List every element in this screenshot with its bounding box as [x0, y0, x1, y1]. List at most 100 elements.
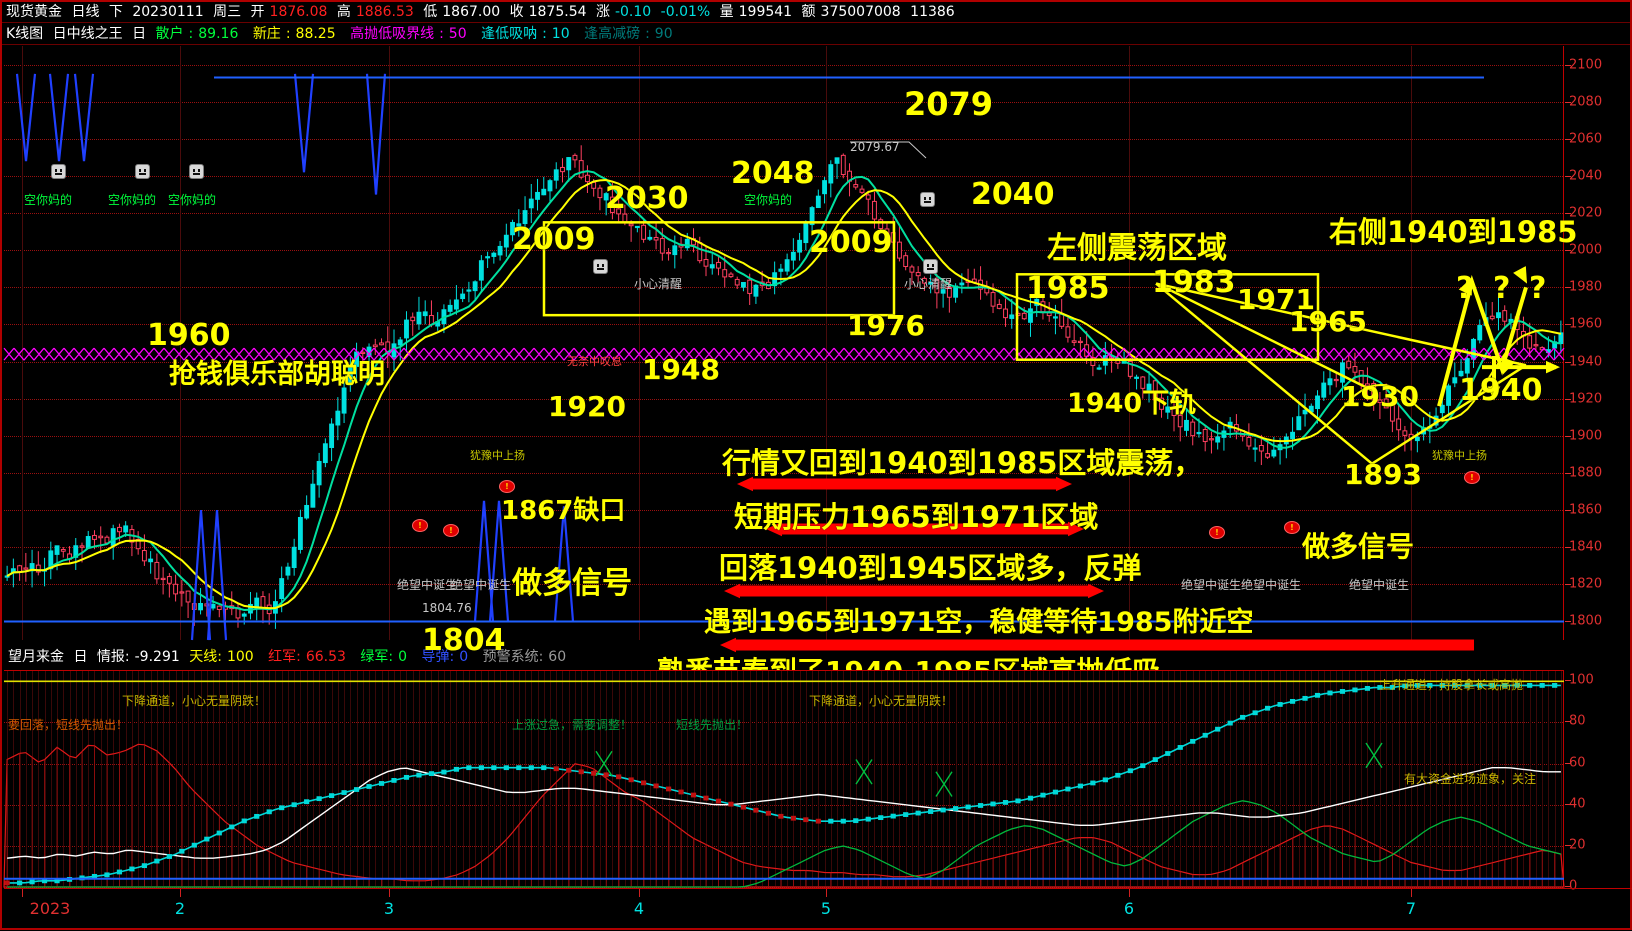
sub-time-gridline: [188, 671, 190, 886]
price-level-annotation: 2009: [512, 222, 596, 257]
sub-time-gridline: [1305, 671, 1307, 886]
price-axis-label: 1880: [1569, 465, 1603, 481]
sub-value-axis: 100 80 60 40 20 0: [1565, 670, 1632, 893]
sub-axis-tick: [1565, 721, 1571, 723]
price-gridline: [4, 138, 1563, 140]
sub-time-gridline: [1461, 671, 1463, 886]
sell-signal-smiley-icon[interactable]: [923, 259, 938, 274]
sub-time-gridline: [1267, 671, 1269, 886]
sub-time-gridline: [1392, 671, 1394, 886]
indicator-name-label[interactable]: 日中线之王: [52, 26, 123, 42]
sell-signal-smiley-icon[interactable]: [593, 259, 608, 274]
sub-time-gridline: [525, 671, 527, 886]
sub-indicator-pane[interactable]: 下降通道，小心无量阴跌！ 下降通道，小心无量阴跌！ 上升通道，持股拿长或高抛 上涨过急…: [3, 670, 1565, 888]
sub-time-gridline: [294, 671, 296, 886]
sub-time-gridline: [269, 671, 271, 886]
main-chart-pane[interactable]: !!!!!! 1960 2030 2048 2079 2009 2009 2040 1985 19…: [3, 46, 1577, 686]
hongjun-hatch: [6, 744, 1555, 887]
chart-type-label[interactable]: K线图: [6, 26, 44, 42]
sub-time-gridline: [599, 671, 601, 886]
sub-time-gridline: [381, 671, 383, 886]
sub-time-gridline: [169, 671, 171, 886]
price-level-annotation: 1893: [1344, 458, 1422, 491]
change-value: -0.10: [614, 4, 652, 20]
price-level-annotation: 1948: [642, 353, 720, 386]
sub-time-gridline: [543, 671, 545, 886]
sub-time-gridline: [737, 671, 739, 886]
signal-text-label: 2079.67: [850, 140, 900, 154]
price-axis-label: 1820: [1569, 576, 1603, 592]
sell-signal-smiley-icon[interactable]: [51, 164, 66, 179]
sell-signal-smiley-icon[interactable]: [920, 192, 935, 207]
buy-signal-dot[interactable]: !: [499, 479, 515, 493]
sub-pane-note: 上升通道，持股拿长或高抛: [1379, 678, 1524, 692]
sub-time-gridline: [718, 671, 720, 886]
sub-time-gridline: [1317, 671, 1319, 886]
sub-time-gridline: [855, 671, 857, 886]
signal-text-label: 绝望中诞生: [451, 578, 512, 592]
time-axis-label: 4: [633, 899, 645, 918]
sub-item-lvjun: 绿军: 0: [360, 649, 408, 665]
sub-time-gridline: [581, 671, 583, 886]
consolidation-box-right: [1015, 273, 1320, 361]
sell-signal-smiley-icon[interactable]: [135, 164, 150, 179]
crossover-marker: [595, 750, 613, 777]
text-annotation: 抢钱俱乐部胡聪明: [169, 359, 385, 390]
sub-time-gridline: [693, 671, 695, 886]
hongjun-series: [3, 743, 1565, 888]
buy-signal-dot[interactable]: !: [1284, 520, 1300, 534]
sub-time-gridline: [1467, 671, 1469, 886]
sub-time-gridline: [1286, 671, 1288, 886]
price-axis-label: 1960: [1569, 316, 1603, 332]
sub-time-gridline: [1130, 671, 1132, 886]
sub-time-gridline: [1473, 671, 1475, 886]
sub-time-gridline: [1298, 671, 1300, 886]
sub-time-gridline: [88, 671, 90, 886]
price-gridline: [4, 175, 1563, 177]
sub-time-gridline: [1061, 671, 1063, 886]
sub-time-gridline: [1255, 671, 1257, 886]
sub-time-gridline: [1548, 671, 1550, 886]
price-axis-tick: [1565, 287, 1571, 289]
buy-signal-dot[interactable]: !: [412, 518, 428, 532]
sub-time-gridline: [75, 671, 77, 886]
price-gridline: [4, 101, 1563, 103]
indicator-item-fengdi: 逢低吸呐:10: [481, 26, 570, 42]
sub-time-gridline: [1086, 671, 1088, 886]
crossover-marker: [1365, 742, 1383, 769]
sub-time-gridline: [1542, 671, 1544, 886]
sub-time-gridline: [1124, 671, 1126, 886]
buy-signal-dot[interactable]: !: [1464, 470, 1480, 484]
sub-time-gridline: [244, 671, 246, 886]
sub-time-gridline: [918, 671, 920, 886]
extra-value: 11386: [910, 4, 955, 20]
buy-signal-dot[interactable]: !: [443, 524, 459, 538]
price-axis-tick: [1565, 361, 1571, 363]
buy-signal-dot[interactable]: !: [1209, 526, 1225, 540]
price-axis-tick: [1565, 435, 1571, 437]
sub-time-gridline: [1236, 671, 1238, 886]
open-label: 开: [250, 4, 265, 20]
sub-time-gridline: [1373, 671, 1375, 886]
sub-item-daodan: 导弹: 0: [421, 649, 469, 665]
amount-label: 额: [801, 4, 816, 20]
sub-time-gridline: [1280, 671, 1282, 886]
sub-time-gridline: [1205, 671, 1207, 886]
sub-time-gridline: [418, 671, 420, 886]
sub-time-gridline: [755, 671, 757, 886]
sub-time-gridline: [999, 671, 1001, 886]
price-gridline: [4, 324, 1563, 326]
sub-time-gridline: [668, 671, 670, 886]
sub-time-gridline: [19, 671, 21, 886]
sub-indicator-name[interactable]: 望月来金: [8, 649, 64, 665]
sell-signal-smiley-icon[interactable]: [189, 164, 204, 179]
sub-time-gridline: [899, 671, 901, 886]
price-axis-label: 2000: [1569, 242, 1603, 258]
sub-item-yujing: 预警系统: 60: [482, 649, 567, 665]
sub-time-gridline: [1011, 671, 1013, 886]
price-axis-tick: [1565, 584, 1571, 586]
sub-axis-tick: [1565, 844, 1571, 846]
sub-time-gridline: [443, 671, 445, 886]
sub-gridline: [4, 763, 1563, 765]
sub-time-gridline: [1504, 671, 1506, 886]
